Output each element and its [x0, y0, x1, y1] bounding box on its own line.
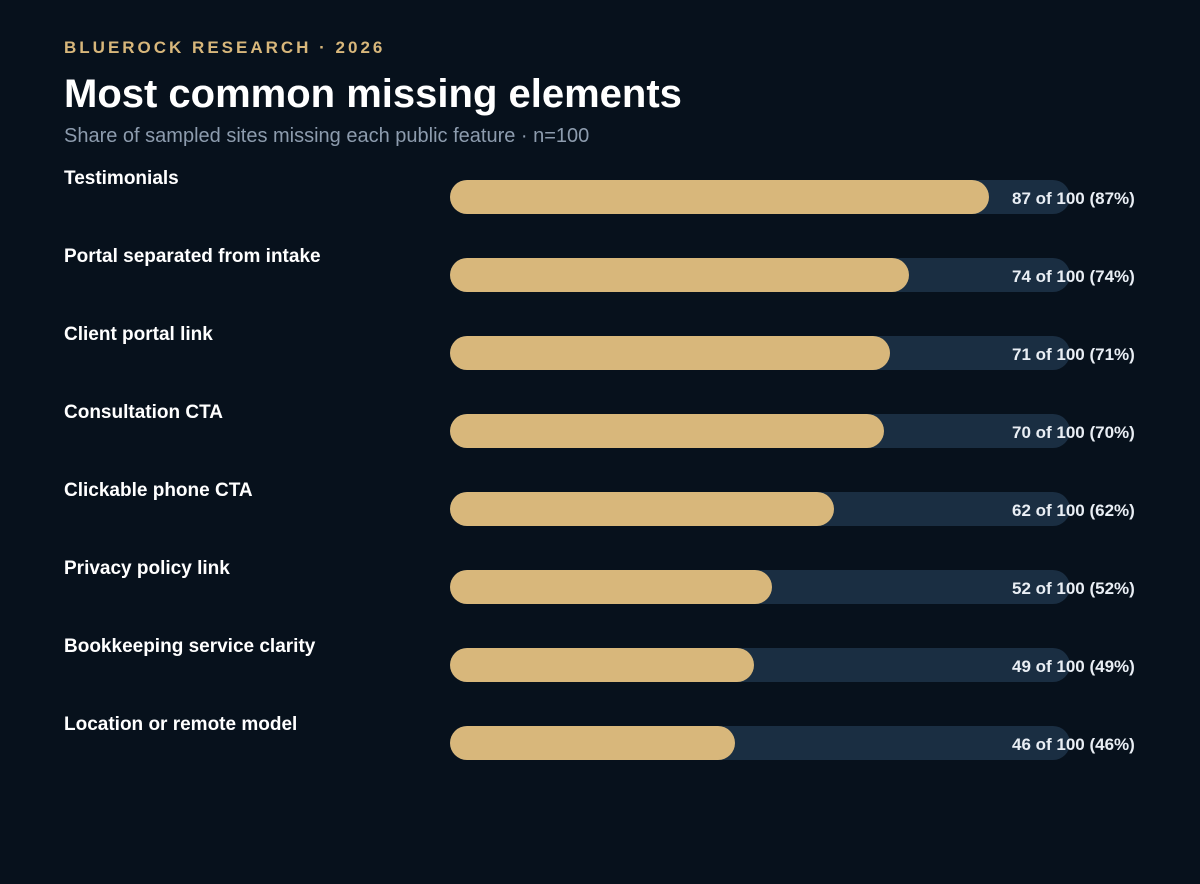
- category-label: Testimonials: [64, 168, 179, 189]
- bar-track: [450, 180, 1070, 214]
- bar-row: Bookkeeping service clarity 49 of 100 (49…: [0, 636, 1200, 682]
- value-label: 74 of 100 (74%): [1012, 267, 1135, 286]
- value-label: 70 of 100 (70%): [1012, 423, 1135, 442]
- bar-track: [450, 726, 1070, 760]
- bar-fill: [450, 180, 990, 214]
- bar-row: Privacy policy link 52 of 100 (52%): [0, 558, 1200, 604]
- bar-row: Portal separated from intake 74 of 100 (7…: [0, 246, 1200, 292]
- bar-row: Testimonials 87 of 100 (87%): [0, 168, 1200, 214]
- category-label: Consultation CTA: [64, 402, 224, 423]
- value-label: 87 of 100 (87%): [1012, 189, 1135, 208]
- bar-fill: [450, 726, 736, 760]
- category-label: Client portal link: [64, 324, 213, 345]
- bar-track: [450, 414, 1070, 448]
- bar-row: Consultation CTA 70 of 100 (70%): [0, 402, 1200, 448]
- bar-track: [450, 648, 1070, 682]
- category-label: Clickable phone CTA: [64, 480, 253, 501]
- category-label: Portal separated from intake: [64, 246, 321, 267]
- bar-fill: [450, 648, 754, 682]
- eyebrow-label: BLUEROCK RESEARCH · 2026: [64, 38, 386, 57]
- bar-track: [450, 570, 1070, 604]
- bar-row: Location or remote model 46 of 100 (46%): [0, 714, 1200, 760]
- bar-track: [450, 258, 1070, 292]
- value-label: 52 of 100 (52%): [1012, 579, 1135, 598]
- chart-title: Most common missing elements: [64, 72, 682, 116]
- chart-subtitle: Share of sampled sites missing each publ…: [64, 125, 590, 147]
- value-label: 49 of 100 (49%): [1012, 657, 1135, 676]
- bar-row: Clickable phone CTA 62 of 100 (62%): [0, 480, 1200, 526]
- category-label: Bookkeeping service clarity: [64, 636, 316, 657]
- bar-fill: [450, 414, 884, 448]
- bar-fill: [450, 336, 891, 370]
- value-label: 71 of 100 (71%): [1012, 345, 1135, 364]
- category-label: Privacy policy link: [64, 558, 230, 579]
- bar-fill: [450, 492, 835, 526]
- bar-track: [450, 336, 1070, 370]
- value-label: 46 of 100 (46%): [1012, 735, 1135, 754]
- bar-fill: [450, 258, 909, 292]
- category-label: Location or remote model: [64, 714, 298, 735]
- bar-fill: [450, 570, 773, 604]
- bar-row: Client portal link 71 of 100 (71%): [0, 324, 1200, 370]
- bar-track: [450, 492, 1070, 526]
- value-label: 62 of 100 (62%): [1012, 501, 1135, 520]
